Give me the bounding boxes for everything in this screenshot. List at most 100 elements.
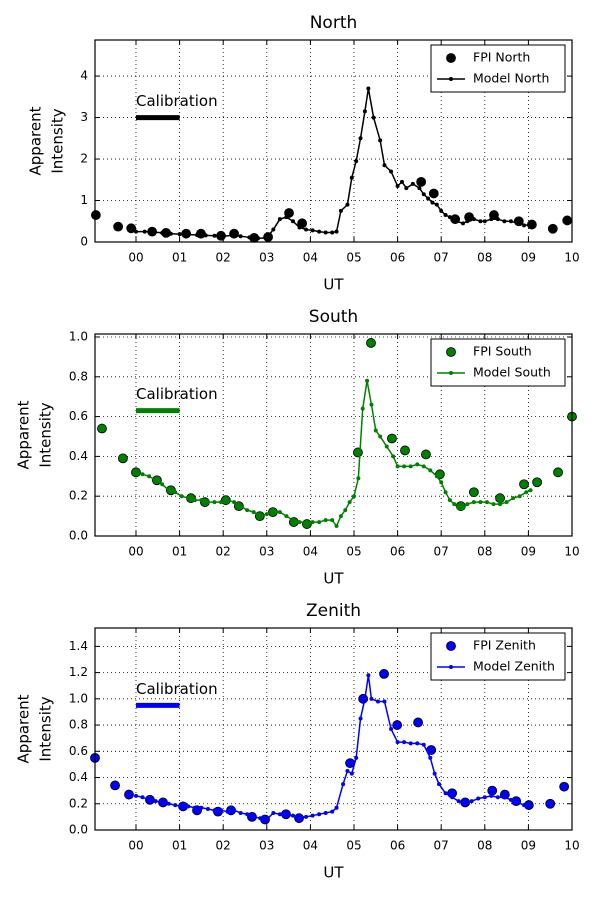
model-point [447,215,452,220]
legend-label: Model South [473,365,551,380]
subplot: 00 01 02 03 04 05 06 07 08 09 1001234CalibrationFP… [27,13,580,294]
model-point [133,793,138,798]
model-point [482,795,487,800]
model-point [456,506,461,511]
fpi-point [118,453,128,464]
x-tick-label: 10 [564,839,579,853]
y-tick-label: 1.2 [69,665,88,679]
model-point [195,232,200,237]
model-point [366,86,371,91]
y-axis-label: Apparent [15,694,33,763]
y-tick-label: 2 [80,152,88,166]
y-tick-label: 1 [80,193,88,207]
model-point [515,800,520,805]
x-tick-label: 09 [521,545,536,559]
model-point [362,109,367,114]
model-point [334,805,339,810]
model-point [408,741,413,746]
fpi-point [400,445,410,456]
model-point [522,223,527,228]
model-point [476,796,481,801]
legend-marker [449,665,453,669]
model-point [404,186,409,191]
calibration-label: Calibration [136,92,218,110]
chart-title: South [309,307,358,327]
legend-box [430,338,566,387]
legend-label: Model North [473,71,549,86]
x-tick-label: 02 [216,545,231,559]
x-axis-label: UT [323,570,344,588]
x-tick-label: 03 [259,251,274,265]
x-axis-label: UT [323,864,344,882]
model-point [304,814,309,819]
model-point [238,504,243,509]
y-axis-label: Apparent [27,106,45,175]
model-point [362,696,367,701]
model-point [508,219,513,224]
model-point [245,812,250,817]
model-point [247,235,252,240]
model-point [360,406,365,411]
model-point [284,215,289,220]
model-point [297,814,302,819]
model-point [140,472,145,477]
legend-label: FPI South [473,344,532,359]
model-point [160,482,165,487]
model-point [290,219,295,224]
model-point [399,179,404,184]
model-point [310,813,315,818]
y-tick-label: 0.2 [69,796,88,810]
x-tick-label: 06 [390,251,405,265]
model-point [264,817,269,822]
model-point [366,673,371,678]
model-point [310,228,315,233]
model-point [417,186,422,191]
model-point [478,219,483,224]
model-point [528,803,533,808]
model-point [290,518,295,523]
model-point [373,428,378,433]
x-tick-label: 04 [303,839,318,853]
model-point [421,742,426,747]
x-tick-label: 07 [434,251,449,265]
model-point [245,508,250,513]
model-point [225,809,230,814]
fpi-point [495,493,505,504]
legend-label: Model Zenith [473,659,555,674]
model-point [203,233,208,238]
model-point [437,782,442,787]
model-point [354,755,359,760]
plot-frame [94,333,573,537]
model-point [382,699,387,704]
model-point [511,496,516,501]
y-tick-label: 0.8 [69,369,88,383]
model-point [284,514,289,519]
fpi-point [113,221,124,232]
legend-label: FPI Zenith [473,638,536,653]
model-point [304,227,309,232]
model-point [434,202,439,207]
model-point [421,464,426,469]
x-tick-label: 08 [477,545,492,559]
x-tick-label: 08 [477,251,492,265]
fpi-point [562,215,573,226]
model-point [330,518,335,523]
model-point [439,208,444,213]
model-point [160,800,165,805]
model-point [343,508,348,513]
model-point [395,740,400,745]
fpi-point [97,423,107,434]
model-point [177,232,182,237]
model-point [153,478,158,483]
chart-title: North [310,13,358,33]
model-point [369,402,374,407]
model-point [179,494,184,499]
model-point [238,234,243,239]
model-point [310,520,315,525]
legend-box [430,44,566,93]
model-point [277,217,282,222]
model-point [378,138,383,143]
x-tick-label: 00 [128,251,143,265]
model-point [439,480,444,485]
fpi-point [366,338,376,348]
